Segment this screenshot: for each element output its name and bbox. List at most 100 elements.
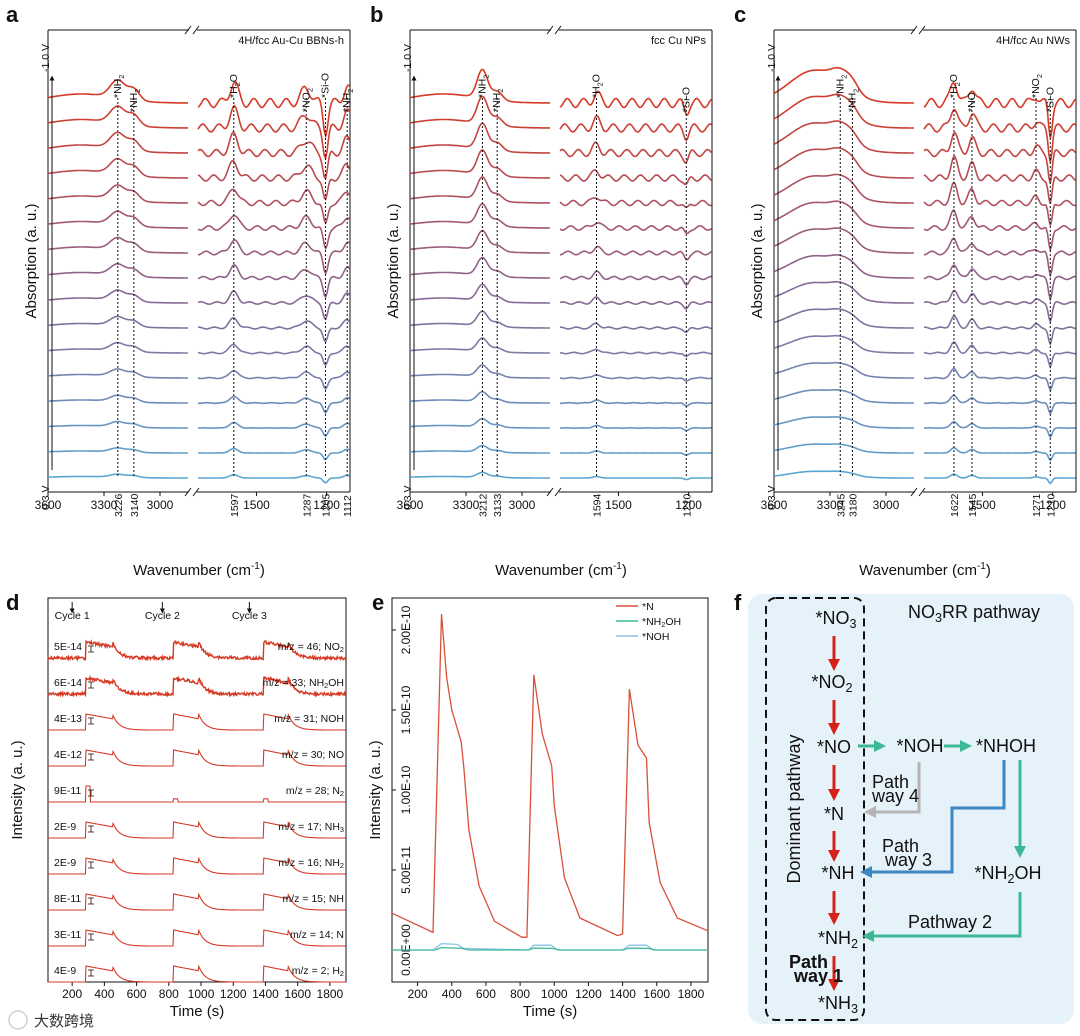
- ms-trace: [47, 674, 347, 698]
- panel-b: b fcc Cu NPs 3600 3300 3000 1500 1200 Wavenumbe…: [370, 2, 713, 579]
- peak-value: 1210: [1045, 493, 1057, 517]
- panel-letter-c: c: [734, 2, 746, 27]
- node-no2: *NO2: [811, 672, 852, 695]
- peak-species-label: *Si-O: [319, 73, 331, 98]
- scale-bar: [88, 969, 94, 977]
- x-tick-label: 1200: [313, 498, 340, 512]
- panel-letter-a: a: [6, 2, 19, 27]
- ir-trace: [409, 337, 550, 354]
- plot-frame: [391, 597, 709, 983]
- ir-trace: [47, 184, 189, 204]
- ms-trace: [48, 856, 346, 875]
- pathway-label: way 3: [884, 850, 932, 870]
- potential-bottom-label: 0.3 V: [40, 485, 52, 510]
- ir-trace: [197, 290, 351, 321]
- peak-value: 1271: [1031, 493, 1043, 517]
- node-no: *NO: [817, 737, 851, 757]
- panel-title: 4H/fcc Au-Cu BBNs-h: [238, 35, 344, 47]
- x-tick-label: 1200: [675, 498, 702, 512]
- ir-trace: [773, 334, 914, 354]
- ms-trace: [48, 712, 346, 731]
- mz-label: m/z = 17; NH3: [278, 821, 344, 834]
- ir-trace: [773, 416, 914, 429]
- x-tick-label: 1200: [575, 987, 602, 1001]
- potential-bottom-label: 0.3 V: [766, 485, 778, 510]
- scale-label: 9E-11: [54, 785, 81, 797]
- scale-label: 3E-11: [54, 929, 81, 941]
- ms-trace: [48, 748, 346, 767]
- panel-letter-b: b: [370, 2, 383, 27]
- x-axis-label: Time (s): [170, 1003, 224, 1020]
- scale-label: 4E-13: [54, 713, 82, 725]
- ir-trace: [409, 417, 550, 429]
- axis-break-mark: [546, 487, 562, 497]
- ms-trace: [48, 892, 346, 911]
- x-tick-label: 1800: [317, 987, 344, 1001]
- scale-bar: [88, 933, 94, 941]
- panel-letter-d: d: [6, 590, 19, 615]
- pathway-label: Path: [882, 836, 919, 856]
- mz-label: m/z = 2; H2: [292, 965, 344, 978]
- ir-trace: [47, 236, 188, 254]
- trace-group: [409, 68, 713, 481]
- diagram-title: NO3RR pathway: [908, 602, 1040, 625]
- ms-trace: [48, 820, 346, 839]
- ir-trace: [924, 394, 1076, 416]
- scale-bar: [88, 897, 94, 905]
- ir-trace: [773, 389, 914, 404]
- x-tick-label: 1000: [541, 987, 568, 1001]
- peak-species-label: *NH2: [128, 89, 142, 112]
- mz-label: m/z = 16; NH2: [278, 857, 344, 870]
- axis-break-mark: [546, 25, 562, 35]
- x-tick-label: 3600: [397, 498, 424, 512]
- x-tick-label: 200: [408, 987, 428, 1001]
- ir-trace: [559, 245, 712, 261]
- ir-trace: [198, 473, 350, 484]
- scale-label: 6E-14: [54, 677, 82, 689]
- peak-species-label: *H2O: [590, 74, 604, 98]
- peak-species-label: *NH2: [491, 89, 505, 112]
- y-axis-label: Intensity (a. u.): [9, 740, 26, 839]
- ir-trace: [559, 348, 712, 358]
- ir-trace: [773, 66, 914, 104]
- cycle-label: Cycle 2: [145, 610, 180, 622]
- ir-trace: [773, 281, 914, 304]
- ir-trace: [409, 364, 550, 379]
- ir-trace: [923, 264, 1076, 303]
- legend-label: *NOH: [642, 631, 669, 643]
- ms-trace: [47, 639, 347, 662]
- scale-bar: [88, 753, 94, 761]
- panel-letter-f: f: [734, 590, 742, 615]
- ir-trace: [773, 200, 914, 229]
- peak-species-label: *NO: [966, 92, 978, 112]
- ir-trace: [409, 202, 550, 229]
- legend-label: *NH2OH: [642, 616, 681, 629]
- ir-trace: [198, 395, 350, 414]
- trace-group: [773, 66, 1077, 485]
- potential-top-label: -1.0 V: [766, 44, 778, 72]
- ir-trace: [924, 473, 1076, 485]
- ir-trace: [773, 227, 914, 254]
- peak-species-label: *H2O: [948, 74, 962, 98]
- peak-value: 3226: [113, 493, 125, 517]
- x-axis-label: Wavenumber (cm-1): [859, 561, 991, 579]
- ir-trace: [923, 341, 1076, 369]
- series-line-NH2OH: [392, 946, 708, 951]
- pathway4-arrow: [864, 762, 921, 818]
- peak-species-label: *NO2: [1030, 74, 1044, 98]
- ir-trace: [197, 369, 350, 391]
- x-tick-label: 3600: [35, 498, 62, 512]
- scale-label: 8E-11: [54, 893, 81, 905]
- peak-value: 1287: [301, 493, 313, 517]
- mz-label: m/z = 15; NH: [282, 893, 344, 905]
- y-axis-label: Absorption (a. u.): [23, 203, 40, 318]
- ir-trace: [409, 149, 551, 179]
- ir-trace: [197, 159, 351, 201]
- panel-f: f NO3RR pathway Dominant pathway *NO3 *NO2 *N…: [734, 590, 1074, 1024]
- ir-trace: [197, 131, 351, 180]
- watermark-logo: [8, 1010, 28, 1030]
- x-tick-label: 1500: [969, 498, 996, 512]
- peak-value: 3133: [492, 493, 504, 517]
- scale-label: 2E-9: [54, 821, 76, 833]
